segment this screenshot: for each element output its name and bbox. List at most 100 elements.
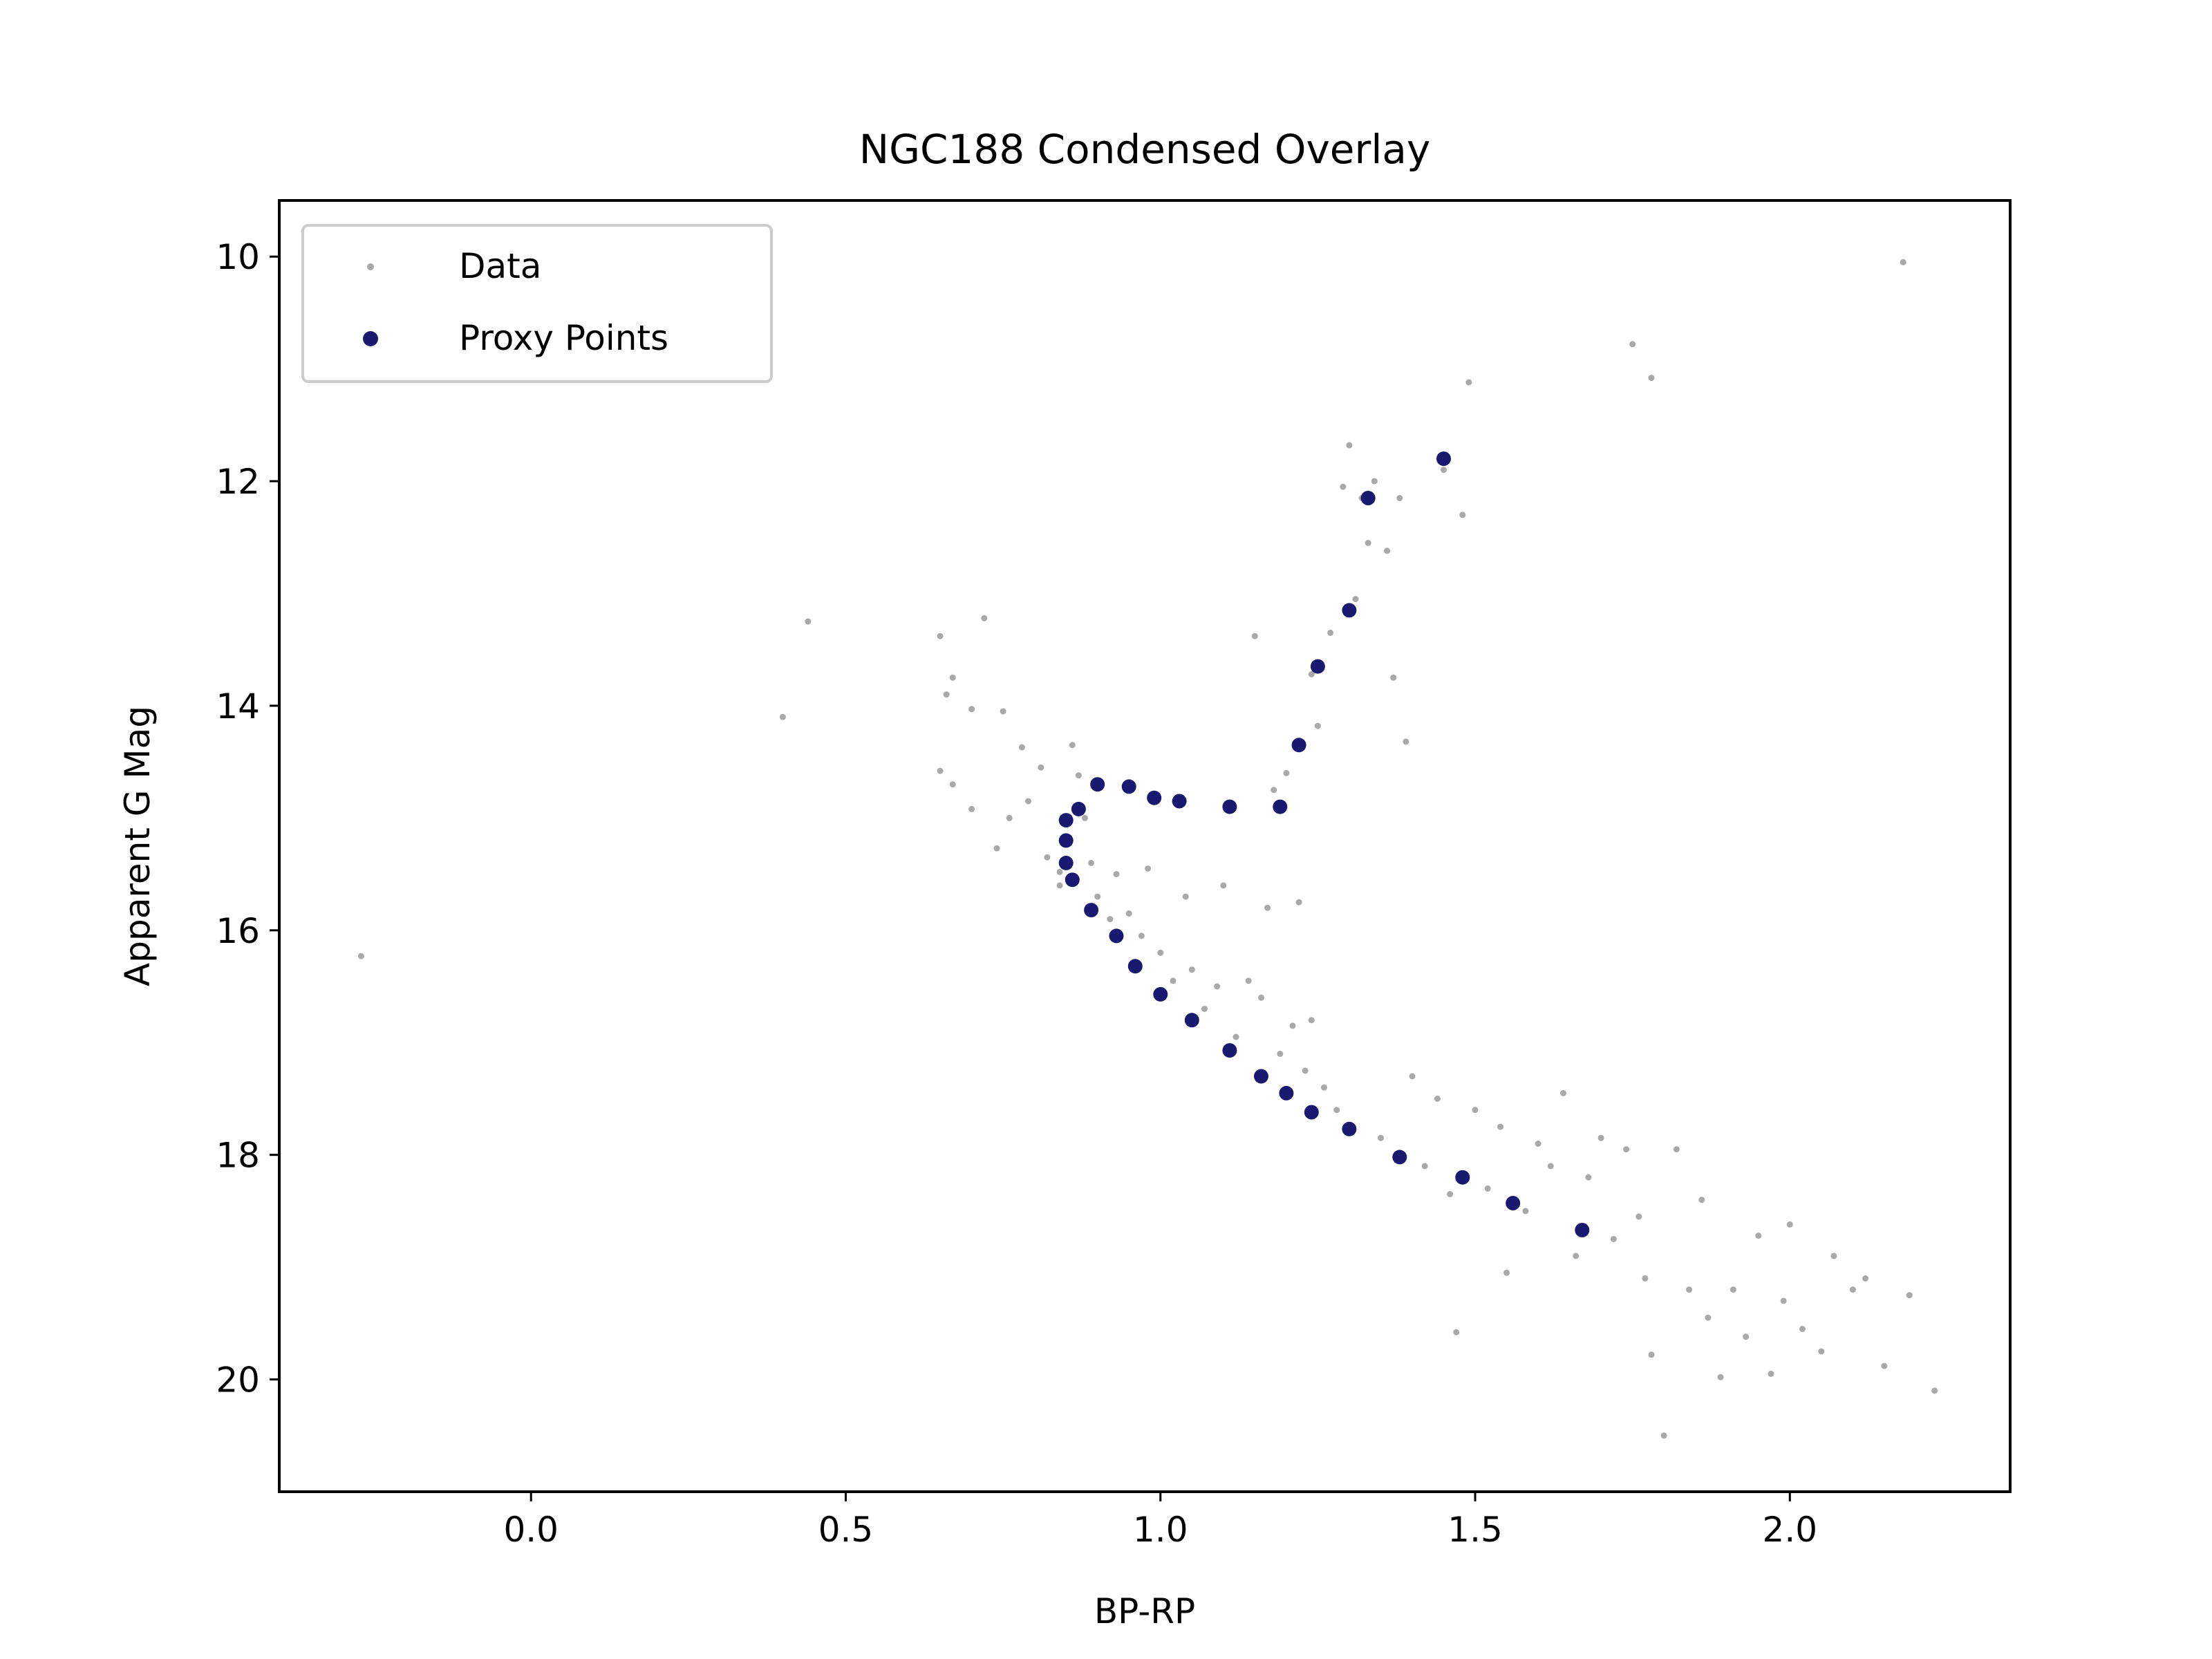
data-point bbox=[1881, 1362, 1888, 1369]
data-point bbox=[1660, 1432, 1667, 1439]
data-point bbox=[981, 615, 988, 621]
x-tick-label: 2.0 bbox=[1763, 1510, 1818, 1550]
data-point bbox=[1447, 1191, 1454, 1197]
data-point bbox=[1635, 1213, 1642, 1220]
y-tick-label: 10 bbox=[216, 237, 260, 277]
data-point bbox=[937, 632, 944, 639]
legend-proxy-marker bbox=[363, 331, 378, 346]
data-point bbox=[1232, 1033, 1239, 1040]
proxy-point bbox=[1127, 959, 1143, 974]
proxy-point bbox=[1436, 451, 1451, 467]
y-tick-label: 12 bbox=[216, 462, 260, 502]
data-point bbox=[1768, 1370, 1774, 1377]
proxy-point bbox=[1153, 986, 1168, 1002]
data-point bbox=[779, 713, 786, 720]
data-point bbox=[1289, 1022, 1296, 1029]
data-point bbox=[1333, 1107, 1340, 1114]
data-point bbox=[1340, 483, 1347, 490]
proxy-point bbox=[1065, 872, 1080, 888]
data-point bbox=[1295, 899, 1302, 906]
y-axis-label: Apparent G Mag bbox=[118, 706, 158, 986]
data-point bbox=[1308, 1017, 1315, 1024]
proxy-point bbox=[1121, 779, 1136, 794]
data-point bbox=[1642, 1275, 1649, 1282]
data-point bbox=[1780, 1297, 1787, 1304]
data-point bbox=[1698, 1197, 1705, 1203]
data-point bbox=[1271, 787, 1277, 794]
proxy-point bbox=[1058, 833, 1074, 848]
legend-proxy-label: Proxy Points bbox=[459, 318, 668, 358]
data-point bbox=[1547, 1163, 1554, 1170]
data-point bbox=[1352, 596, 1359, 603]
data-point bbox=[1283, 769, 1290, 776]
data-point bbox=[1597, 1134, 1604, 1141]
data-point bbox=[1673, 1146, 1680, 1153]
data-point bbox=[1497, 1123, 1503, 1130]
data-point bbox=[1799, 1326, 1806, 1332]
data-point bbox=[1094, 893, 1101, 900]
data-point bbox=[1686, 1286, 1693, 1293]
data-point bbox=[1390, 674, 1397, 681]
data-point bbox=[1277, 1051, 1284, 1057]
plot-frame bbox=[278, 199, 2012, 1493]
data-point bbox=[1384, 547, 1391, 554]
y-tick-label: 14 bbox=[216, 686, 260, 727]
data-point bbox=[1088, 859, 1095, 866]
x-axis-ticks: 0.0 0.5 1.0 1.5 2.0 bbox=[503, 1492, 1817, 1550]
data-point bbox=[1862, 1275, 1869, 1282]
data-point bbox=[1503, 1269, 1510, 1276]
data-point bbox=[1560, 1089, 1566, 1096]
proxy-point bbox=[1222, 1043, 1237, 1058]
x-tick-label: 0.0 bbox=[503, 1510, 559, 1550]
data-point bbox=[1170, 977, 1177, 984]
data-point bbox=[968, 805, 975, 812]
data-point bbox=[357, 953, 364, 959]
data-point bbox=[1465, 379, 1472, 386]
data-point bbox=[949, 674, 956, 681]
data-point bbox=[1623, 1146, 1630, 1153]
data-point bbox=[1251, 632, 1258, 639]
data-point bbox=[1648, 1351, 1655, 1358]
legend-data-label: Data bbox=[459, 246, 541, 286]
data-point bbox=[943, 691, 950, 698]
proxy-point bbox=[1058, 855, 1074, 870]
proxy-point bbox=[1222, 799, 1237, 814]
data-point bbox=[1371, 478, 1378, 485]
data-point bbox=[1182, 893, 1189, 900]
data-point bbox=[1378, 1134, 1384, 1141]
data-point bbox=[1396, 495, 1403, 501]
proxy-point bbox=[1084, 903, 1099, 918]
data-point bbox=[1421, 1163, 1428, 1170]
data-point bbox=[1900, 259, 1906, 265]
data-point bbox=[1755, 1232, 1762, 1239]
data-point bbox=[1321, 1084, 1327, 1091]
data-point bbox=[1573, 1253, 1580, 1259]
data-point bbox=[1000, 708, 1006, 715]
data-point bbox=[805, 618, 812, 625]
legend-data-marker bbox=[367, 263, 374, 270]
data-point bbox=[1459, 512, 1466, 518]
data-point bbox=[1025, 798, 1031, 805]
data-point bbox=[1610, 1236, 1617, 1242]
proxy-point bbox=[1506, 1196, 1521, 1210]
x-tick-label: 1.5 bbox=[1447, 1510, 1503, 1550]
data-point bbox=[1056, 882, 1063, 889]
chart-title: NGC188 Condensed Overlay bbox=[859, 126, 1431, 173]
legend: Data Proxy Points bbox=[301, 224, 773, 383]
proxy-point bbox=[1342, 1121, 1357, 1136]
data-point bbox=[1441, 467, 1447, 474]
data-point bbox=[1314, 722, 1321, 729]
data-point bbox=[1113, 871, 1120, 878]
data-point bbox=[1018, 744, 1025, 751]
data-point bbox=[1125, 910, 1132, 917]
data-point bbox=[1201, 1006, 1208, 1012]
data-point bbox=[1365, 539, 1371, 546]
x-tick-label: 0.5 bbox=[818, 1510, 874, 1550]
proxy-point bbox=[1109, 928, 1124, 944]
data-point bbox=[1214, 983, 1221, 990]
data-point bbox=[968, 706, 975, 713]
data-point bbox=[1906, 1292, 1913, 1299]
data-point bbox=[1006, 814, 1013, 821]
proxy-point bbox=[1172, 794, 1187, 809]
